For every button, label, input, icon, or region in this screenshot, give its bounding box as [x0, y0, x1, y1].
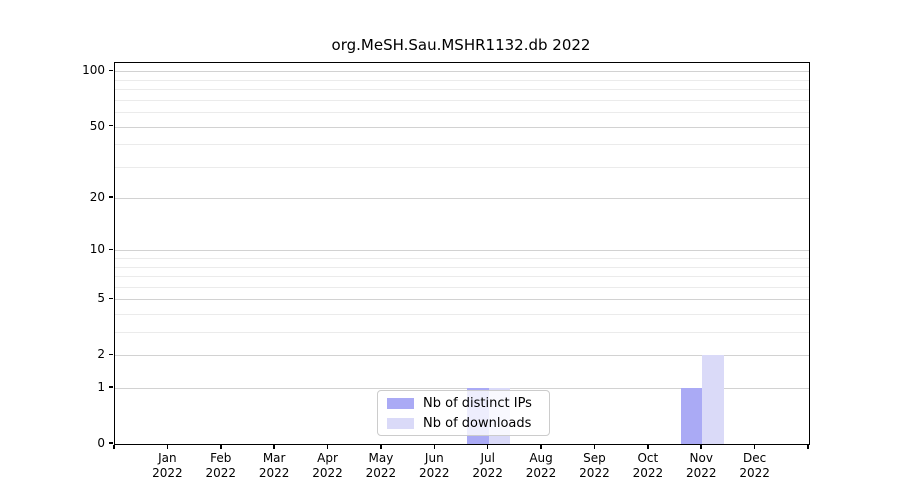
y-tick-label: 100 [82, 63, 105, 78]
y-tick-label: 20 [89, 190, 105, 205]
legend-entry-downloads: Nb of downloads [378, 415, 549, 432]
x-tick-label: Nov 2022 [685, 451, 717, 480]
x-tick-label: Feb 2022 [205, 451, 237, 480]
y-tick-label: 1 [97, 380, 105, 395]
x-tick-label: Jan 2022 [152, 451, 183, 480]
minor-gridline [115, 166, 809, 168]
x-tick-mark [380, 444, 382, 449]
y-tick-mark [109, 196, 113, 198]
y-tick-label: 50 [89, 118, 105, 133]
minor-gridline [115, 276, 809, 278]
x-tick-label: Sep 2022 [579, 451, 610, 480]
x-tick-label: May 2022 [365, 451, 397, 480]
legend-label: Nb of distinct IPs [423, 395, 532, 411]
minor-gridline [115, 112, 809, 114]
x-tick-mark [807, 444, 809, 449]
major-gridline [115, 126, 809, 128]
minor-gridline [115, 99, 809, 101]
downloads-swatch [387, 417, 414, 429]
chart-title: org.MeSH.Sau.MSHR1132.db 2022 [331, 36, 591, 54]
major-gridline [115, 250, 809, 252]
legend-label: Nb of downloads [423, 415, 532, 431]
minor-gridline [115, 286, 809, 288]
x-tick-label: Jun 2022 [419, 451, 450, 480]
y-tick-mark [109, 297, 113, 300]
x-tick-mark [326, 444, 329, 449]
legend: Nb of distinct IPs Nb of downloads [377, 390, 550, 436]
major-gridline [115, 355, 809, 357]
minor-gridline [115, 332, 809, 334]
x-tick-mark [700, 444, 702, 449]
x-tick-mark [220, 444, 222, 449]
x-tick-mark [166, 444, 169, 449]
x-tick-label: Dec 2022 [739, 451, 770, 480]
y-tick-mark [109, 69, 113, 72]
major-gridline [115, 198, 809, 200]
minor-gridline [115, 144, 809, 146]
y-tick-label: 2 [97, 347, 105, 362]
x-tick-label: Oct 2022 [632, 451, 664, 480]
minor-gridline [115, 258, 809, 260]
major-gridline [115, 388, 809, 390]
bar-nb-of-downloads [702, 355, 724, 444]
x-tick-mark [647, 444, 649, 449]
bar-nb-of-distinct-ips [680, 388, 703, 444]
y-tick-label: 10 [89, 242, 105, 257]
minor-gridline [115, 89, 809, 91]
x-tick-label: Mar 2022 [258, 451, 290, 480]
plot-area [114, 62, 810, 445]
y-tick-mark [109, 442, 113, 444]
y-tick-label: 5 [97, 291, 105, 306]
major-gridline [115, 71, 809, 73]
x-tick-mark [593, 444, 596, 449]
y-tick-mark [109, 386, 113, 388]
minor-gridline [115, 266, 809, 268]
major-gridline [115, 299, 809, 301]
x-tick-mark [486, 444, 489, 449]
y-tick-label: 0 [97, 436, 105, 450]
x-tick-mark [113, 444, 115, 449]
x-tick-mark [433, 444, 436, 449]
y-tick-mark [109, 124, 113, 127]
x-tick-mark [753, 444, 756, 449]
x-tick-label: Apr 2022 [312, 451, 343, 480]
x-tick-mark [273, 444, 275, 449]
minor-gridline [115, 79, 809, 81]
y-tick-mark [109, 248, 113, 251]
minor-gridline [115, 314, 809, 316]
x-tick-label: Jul 2022 [472, 451, 503, 480]
x-tick-mark [540, 444, 542, 449]
legend-entry-distinct-ips: Nb of distinct IPs [378, 395, 549, 412]
y-tick-mark [109, 353, 113, 356]
distinct-ips-swatch [387, 397, 414, 409]
x-tick-label: Aug 2022 [525, 451, 557, 480]
